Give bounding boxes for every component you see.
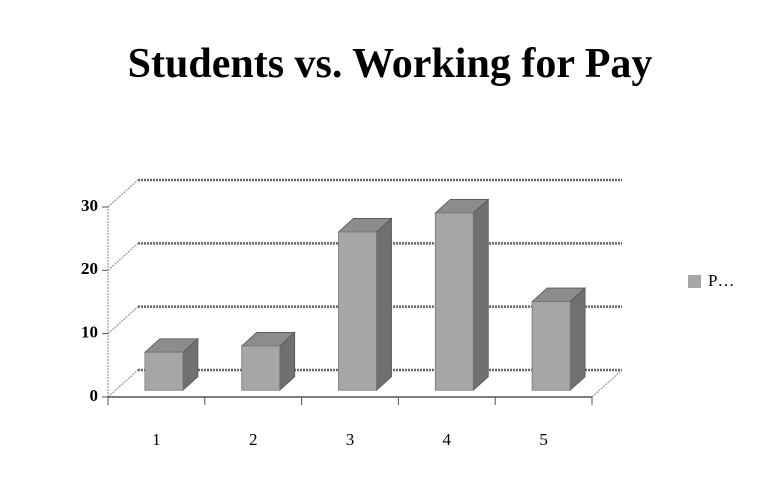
y-tick-label: 20 [81,259,98,278]
x-tick-label: 5 [539,430,548,449]
bar [531,301,571,391]
x-tick-label: 4 [443,430,452,449]
grid-diagonal [107,306,139,335]
grid-diagonal [107,242,139,271]
grid-diagonal [107,179,139,208]
bar [338,231,377,391]
legend-swatch [688,275,701,288]
grid-diagonal [107,369,139,398]
x-tick-label: 2 [249,430,258,449]
legend-label: P… [708,271,734,290]
bar-side [472,198,489,392]
bar [434,212,474,391]
bar [144,351,184,391]
y-tick-label: 10 [81,323,98,342]
floor-edge [591,369,623,398]
bar-side [376,217,392,392]
chart-title: Students vs. Working for Pay [127,41,653,87]
x-tick-label: 3 [346,430,355,449]
y-tick-label: 30 [81,196,98,215]
bar [241,345,281,391]
y-tick-label: 0 [90,386,99,405]
bar-side [569,287,586,392]
x-tick-label: 1 [152,430,161,449]
